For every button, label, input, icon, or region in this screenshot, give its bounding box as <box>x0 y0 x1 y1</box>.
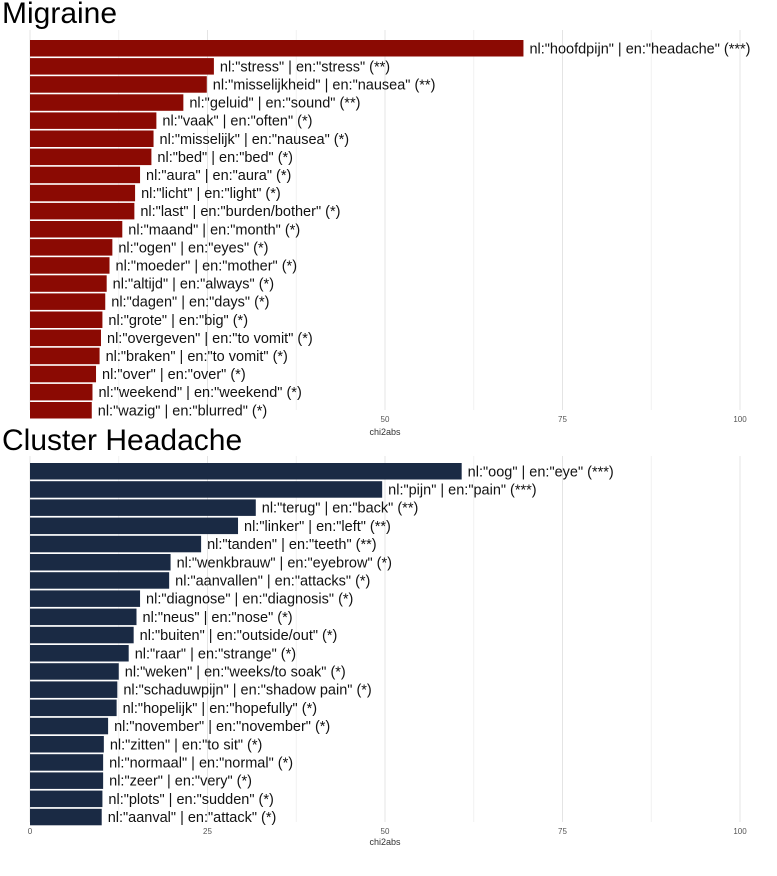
bar-label: nl:"altijd" | en:"always" (*) <box>113 277 274 293</box>
bar-label: nl:"aanval" | en:"attack" (*) <box>108 810 277 826</box>
cluster-headache-panel: Cluster Headache nl:"oog" | en:"eye" (**… <box>0 420 777 859</box>
bar-label: nl:"maand" | en:"month" (*) <box>128 222 300 238</box>
bar <box>30 383 93 401</box>
bar <box>30 481 383 498</box>
bar-label: nl:"bed" | en:"bed" (*) <box>157 150 293 166</box>
cluster-headache-chart: nl:"oog" | en:"eye" (***) nl:"pijn" | en:… <box>28 456 747 847</box>
bar-label: nl:"neus" | en:"nose" (*) <box>143 610 293 626</box>
bar-label: nl:"ogen" | en:"eyes" (*) <box>118 240 268 256</box>
bar <box>30 94 184 111</box>
bar <box>30 699 117 717</box>
bar <box>30 402 92 419</box>
bar <box>30 202 135 220</box>
bar <box>30 221 123 238</box>
bar <box>30 736 104 753</box>
bar <box>30 347 100 365</box>
bar <box>30 554 171 571</box>
bar-label: nl:"oog" | en:"eye" (***) <box>468 464 614 480</box>
bar-label: nl:"pijn" | en:"pain" (***) <box>388 482 536 498</box>
migraine-panel: Migraine nl:"hoofdpijn" | en:"headache" … <box>2 0 751 437</box>
x-tick-label: 50 <box>381 827 390 836</box>
bar-label: nl:"terug" | en:"back" (**) <box>262 501 419 517</box>
bar <box>30 76 207 93</box>
bar-label: nl:"hoofdpijn" | en:"headache" (***) <box>529 41 750 57</box>
bar <box>30 681 118 698</box>
bar <box>30 535 202 553</box>
bar-label: nl:"weken" | en:"weeks/to soak" (*) <box>125 664 346 680</box>
bar-label: nl:"raar" | en:"strange" (*) <box>135 646 296 662</box>
bar-label: nl:"stress" | en:"stress" (**) <box>220 59 390 75</box>
bar <box>30 790 103 808</box>
bar-label: nl:"plots" | en:"sudden" (*) <box>108 792 273 808</box>
x-tick-label: 75 <box>558 827 567 836</box>
bar-label: nl:"diagnose" | en:"diagnosis" (*) <box>146 592 353 608</box>
bar-label: nl:"licht" | en:"light" (*) <box>141 186 281 202</box>
chart-title: Cluster Headache <box>2 424 243 457</box>
x-tick-label: 75 <box>558 415 567 424</box>
bar-label: nl:"dagen" | en:"days" (*) <box>111 295 269 311</box>
bar-label: nl:"aanvallen" | en:"attacks" (*) <box>175 573 370 589</box>
bar <box>30 717 109 735</box>
bar <box>30 329 101 347</box>
bar-label: nl:"moeder" | en:"mother" (*) <box>116 258 298 274</box>
bar-label: nl:"misselijk" | en:"nausea" (*) <box>160 132 350 148</box>
x-axis-title: chi2abs <box>369 837 401 847</box>
x-tick-label: 100 <box>733 827 747 836</box>
bar <box>30 365 97 383</box>
bar-label: nl:"overgeven" | en:"to vomit" (*) <box>107 331 313 347</box>
x-tick-label: 50 <box>381 415 390 424</box>
bar-label: nl:"grote" | en:"big" (*) <box>108 313 248 329</box>
bar-label: nl:"normaal" | en:"normal" (*) <box>109 755 293 771</box>
bar-label: nl:"misselijkheid" | en:"nausea" (**) <box>213 77 436 93</box>
bar <box>30 517 239 535</box>
bar <box>30 257 110 274</box>
bar-label: nl:"schaduwpijn" | en:"shadow pain" (*) <box>123 683 371 699</box>
bar <box>30 626 134 644</box>
bar <box>30 293 106 310</box>
bar <box>30 645 129 662</box>
bar <box>30 148 152 166</box>
bar <box>30 590 141 607</box>
bar <box>30 239 113 256</box>
bar <box>30 275 107 292</box>
bar-label: nl:"weekend" | en:"weekend" (*) <box>98 385 301 401</box>
bar <box>30 463 462 480</box>
bar-label: nl:"geluid" | en:"sound" (**) <box>189 96 360 112</box>
bar <box>30 58 214 75</box>
bar <box>30 572 170 589</box>
bar-label: nl:"linker" | en:"left" (**) <box>244 519 391 535</box>
bar <box>30 808 102 826</box>
bar-label: nl:"buiten" | en:"outside/out" (*) <box>140 628 338 644</box>
bar <box>30 311 103 328</box>
bar <box>30 772 104 789</box>
bar-label: nl:"last" | en:"burden/bother" (*) <box>140 204 340 220</box>
bar <box>30 112 157 129</box>
x-axis-title: chi2abs <box>369 427 401 437</box>
bar-label: nl:"braken" | en:"to vomit" (*) <box>106 349 288 365</box>
migraine-chart: nl:"hoofdpijn" | en:"headache" (***) nl:"… <box>29 30 751 437</box>
bar <box>30 608 137 626</box>
bar-label: nl:"zitten" | en:"to sit" (*) <box>110 737 263 753</box>
bar-label: nl:"wazig" | en:"blurred" (*) <box>98 403 267 419</box>
bar-label: nl:"aura" | en:"aura" (*) <box>146 168 291 184</box>
bar <box>30 754 104 771</box>
bar-label: nl:"over" | en:"over" (*) <box>102 367 246 383</box>
x-tick-label: 100 <box>733 415 747 424</box>
bar <box>30 40 524 57</box>
chart-title: Migraine <box>2 0 118 30</box>
x-tick-label: 25 <box>203 827 212 836</box>
bar-label: nl:"vaak" | en:"often" (*) <box>162 114 312 130</box>
bar <box>30 184 136 202</box>
bar <box>30 663 119 680</box>
bar <box>30 499 256 516</box>
bar-label: nl:"november" | en:"november" (*) <box>114 719 330 735</box>
x-tick-label: 0 <box>28 827 33 836</box>
bar-label: nl:"zeer" | en:"very" (*) <box>109 774 252 790</box>
bar-label: nl:"hopelijk" | en:"hopefully" (*) <box>123 701 317 717</box>
bar-label: nl:"tanden" | en:"teeth" (**) <box>207 537 376 553</box>
bar-label: nl:"wenkbrauw" | en:"eyebrow" (*) <box>177 555 392 571</box>
bar <box>30 166 141 184</box>
bar <box>30 130 154 147</box>
